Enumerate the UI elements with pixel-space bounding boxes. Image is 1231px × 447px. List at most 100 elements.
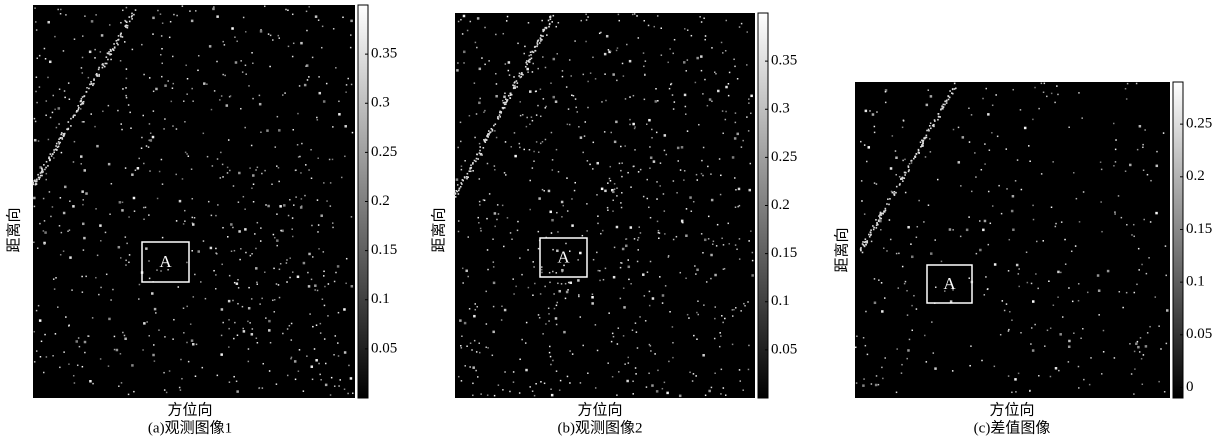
speckle bbox=[733, 309, 735, 311]
speckle bbox=[607, 209, 609, 211]
speckle bbox=[126, 68, 128, 70]
speckle bbox=[861, 200, 863, 202]
streak bbox=[933, 124, 935, 126]
speckle bbox=[61, 232, 63, 234]
speckle bbox=[562, 70, 564, 72]
speckle bbox=[108, 163, 111, 166]
speckle bbox=[65, 14, 67, 16]
speckle bbox=[732, 315, 734, 317]
speckle bbox=[222, 74, 224, 76]
streak bbox=[131, 18, 133, 20]
streak bbox=[32, 182, 34, 184]
speckle bbox=[267, 205, 270, 208]
speckle bbox=[333, 28, 335, 30]
speckle bbox=[88, 77, 90, 79]
speckle bbox=[319, 92, 322, 95]
speckle bbox=[622, 63, 624, 65]
speckle bbox=[960, 185, 962, 187]
speckle bbox=[71, 289, 73, 291]
colorbar-tick-label: 0.35 bbox=[371, 46, 397, 62]
speckle bbox=[722, 133, 724, 135]
speckle bbox=[628, 266, 631, 269]
speckle bbox=[656, 390, 659, 393]
speckle bbox=[618, 371, 620, 373]
speckle bbox=[632, 14, 634, 16]
streak bbox=[514, 87, 516, 89]
speckle bbox=[217, 158, 219, 160]
speckle bbox=[196, 344, 198, 346]
speckle bbox=[664, 134, 667, 137]
speckle bbox=[952, 229, 954, 231]
speckle bbox=[648, 207, 650, 209]
speckle bbox=[64, 90, 65, 92]
speckle bbox=[161, 48, 163, 50]
speckle bbox=[195, 10, 197, 12]
speckle bbox=[216, 61, 218, 63]
speckle bbox=[634, 13, 636, 15]
speckle bbox=[81, 67, 83, 69]
speckle bbox=[907, 349, 910, 352]
speckle bbox=[724, 268, 726, 270]
speckle bbox=[52, 355, 54, 357]
speckle bbox=[237, 303, 239, 305]
x-axis-label: 方位向 bbox=[989, 401, 1034, 418]
speckle bbox=[43, 198, 45, 200]
speckle bbox=[126, 97, 128, 99]
speckle bbox=[739, 369, 741, 371]
speckle bbox=[689, 372, 691, 374]
speckle bbox=[569, 382, 571, 384]
speckle bbox=[1018, 268, 1020, 270]
speckle bbox=[279, 297, 281, 299]
speckle bbox=[949, 228, 952, 231]
speckle bbox=[691, 210, 693, 212]
speckle bbox=[57, 9, 59, 11]
speckle bbox=[962, 136, 965, 139]
speckle bbox=[725, 394, 727, 396]
speckle bbox=[34, 139, 37, 142]
speckle bbox=[60, 134, 62, 136]
speckle bbox=[1038, 375, 1040, 377]
streak bbox=[885, 208, 887, 210]
speckle bbox=[300, 206, 303, 209]
speckle bbox=[698, 314, 700, 316]
streak bbox=[532, 51, 534, 53]
speckle bbox=[599, 270, 601, 272]
speckle bbox=[291, 323, 293, 325]
speckle bbox=[347, 78, 349, 80]
speckle bbox=[242, 71, 244, 73]
speckle bbox=[647, 271, 649, 273]
speckle bbox=[542, 333, 544, 335]
speckle bbox=[486, 323, 488, 325]
speckle bbox=[484, 110, 486, 112]
speckle bbox=[1068, 361, 1070, 363]
speckle bbox=[34, 361, 36, 363]
speckle bbox=[234, 250, 236, 252]
speckle bbox=[477, 17, 480, 20]
speckle bbox=[1144, 129, 1146, 131]
speckle bbox=[622, 248, 625, 251]
speckle bbox=[523, 53, 525, 55]
speckle bbox=[543, 98, 545, 100]
speckle bbox=[750, 230, 752, 232]
speckle bbox=[517, 43, 519, 45]
streak bbox=[879, 214, 881, 216]
speckle bbox=[1137, 341, 1139, 343]
speckle bbox=[701, 160, 703, 162]
speckle bbox=[701, 21, 703, 23]
speckle bbox=[276, 165, 278, 167]
speckle bbox=[229, 275, 231, 277]
speckle bbox=[1137, 346, 1140, 349]
speckle bbox=[1032, 300, 1035, 303]
speckle bbox=[672, 94, 674, 96]
speckle bbox=[982, 98, 984, 100]
speckle bbox=[461, 169, 463, 171]
streak bbox=[510, 93, 512, 95]
speckle bbox=[593, 259, 595, 261]
speckle bbox=[649, 305, 651, 307]
speckle bbox=[539, 317, 541, 319]
speckle bbox=[186, 342, 188, 344]
speckle bbox=[1089, 384, 1091, 386]
speckle bbox=[229, 381, 231, 383]
speckle bbox=[69, 256, 72, 259]
speckle bbox=[968, 216, 970, 218]
